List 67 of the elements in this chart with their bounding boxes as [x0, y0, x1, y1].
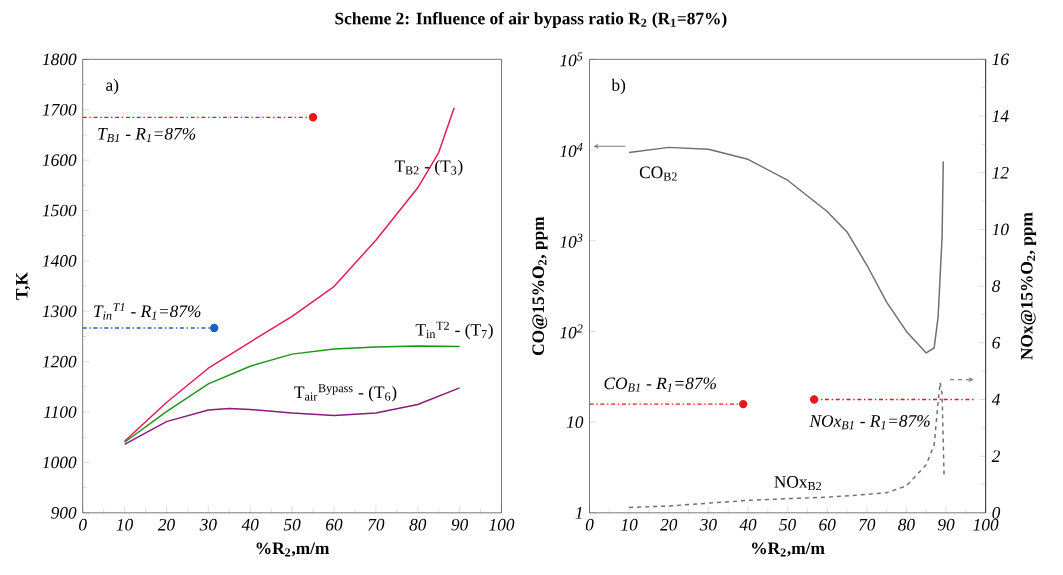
x-tick-label: 80: [409, 518, 427, 531]
series-label: T$_{B2}$ - (T$_{3}$): [394, 159, 463, 176]
series-label: T$_{air}$$^{Bypass}$ - (T$_{6}$): [294, 384, 397, 402]
y-tick-label: 1400: [42, 255, 77, 267]
y2-tick-label: 2: [991, 450, 1000, 462]
y2-axis-title: NOx@15%O$_{2}$, ppm: [1020, 212, 1037, 360]
x-tick-label: 30: [199, 518, 217, 531]
series-label: NOx$_{B1}$ - R$_{1}$=87%: [809, 415, 930, 430]
x-tick-label: 0: [79, 518, 87, 531]
line-series: [123, 107, 455, 443]
x-tick-label: 90: [451, 518, 469, 531]
x-tick-label: 60: [819, 518, 836, 531]
x-tick-label: 70: [368, 518, 385, 531]
x-tick-label: 40: [241, 518, 259, 531]
x-tick-label: 20: [660, 518, 678, 531]
series-label: T$_{B1}$ - R$_{1}$=87%: [98, 127, 196, 143]
y-tick-label: 1: [575, 507, 582, 519]
y2-tick-label: 14: [992, 110, 1009, 122]
y-tick-label: 10$^{3}$: [560, 233, 583, 248]
x-tick-label: 60: [326, 518, 343, 531]
y-tick-label: 1500: [42, 204, 77, 217]
y-tick-label: 1600: [42, 154, 77, 167]
series-label: T$_{in}$$^{T1}$ - R$_{1}$=87%: [94, 303, 201, 320]
x-tick-label: 10: [116, 518, 134, 531]
y-tick-label: 900: [51, 507, 77, 519]
y2-tick-label: 10: [992, 223, 1009, 236]
y2-tick-label: 12: [992, 167, 1009, 179]
x-tick-label: 90: [937, 518, 955, 531]
y-tick-label: 1100: [43, 406, 77, 418]
y-axis-title: CO@15%O$_{2}$, ppm: [532, 216, 548, 356]
y2-tick-label: 4: [991, 393, 1000, 406]
x-tick-label: 10: [621, 518, 638, 531]
y-tick-label: 1300: [42, 305, 77, 318]
chart-title: Scheme 2: Influence of air bypass ratio R$_{2}$ (R$_{1}$=87%): [335, 12, 727, 29]
y-tick-label: 1700: [42, 103, 77, 116]
x-tick-label: 50: [283, 518, 301, 531]
y-tick-label: 10$^{4}$: [560, 143, 583, 158]
line-series: [628, 146, 945, 354]
series-label: NOx$_{B2}$: [774, 476, 822, 491]
y-tick-label: 1200: [42, 355, 77, 368]
y-tick-label: 10: [566, 416, 584, 429]
x-axis-title: %R$_{2}$,m/m: [752, 542, 825, 557]
y-tick-label: 10$^{2}$: [560, 324, 583, 339]
y-tick-label: 1800: [42, 53, 77, 66]
y-tick-label: 1000: [42, 456, 77, 469]
x-tick-label: 100: [973, 518, 999, 531]
y-tick-label: 10$^{5}$: [560, 52, 583, 67]
line-series: [123, 345, 461, 444]
annotation: b): [611, 78, 626, 95]
series-label: T$_{in}$$^{T2}$ - (T$_{7}$): [415, 321, 493, 340]
y2-tick-label: 0: [992, 507, 1001, 519]
y2-tick-label: 8: [992, 280, 1001, 293]
x-axis-title: %R$_{2}$,m/m: [256, 542, 330, 557]
series-label: CO$_{B2}$: [639, 166, 677, 181]
x-tick-label: 0: [585, 518, 594, 531]
x-tick-label: 30: [699, 518, 717, 531]
x-tick-label: 80: [898, 518, 915, 531]
series-label: CO$_{B1}$ - R$_{1}$=87%: [604, 377, 716, 392]
x-tick-label: 40: [739, 518, 757, 531]
x-tick-label: 20: [157, 518, 175, 531]
x-tick-label: 70: [859, 518, 876, 531]
y-axis-title: T,K: [16, 272, 31, 300]
annotation: a): [106, 78, 119, 95]
x-tick-label: 100: [489, 518, 515, 531]
x-tick-label: 50: [779, 518, 797, 531]
y2-tick-label: 6: [992, 337, 1001, 349]
y2-tick-label: 16: [992, 53, 1009, 66]
